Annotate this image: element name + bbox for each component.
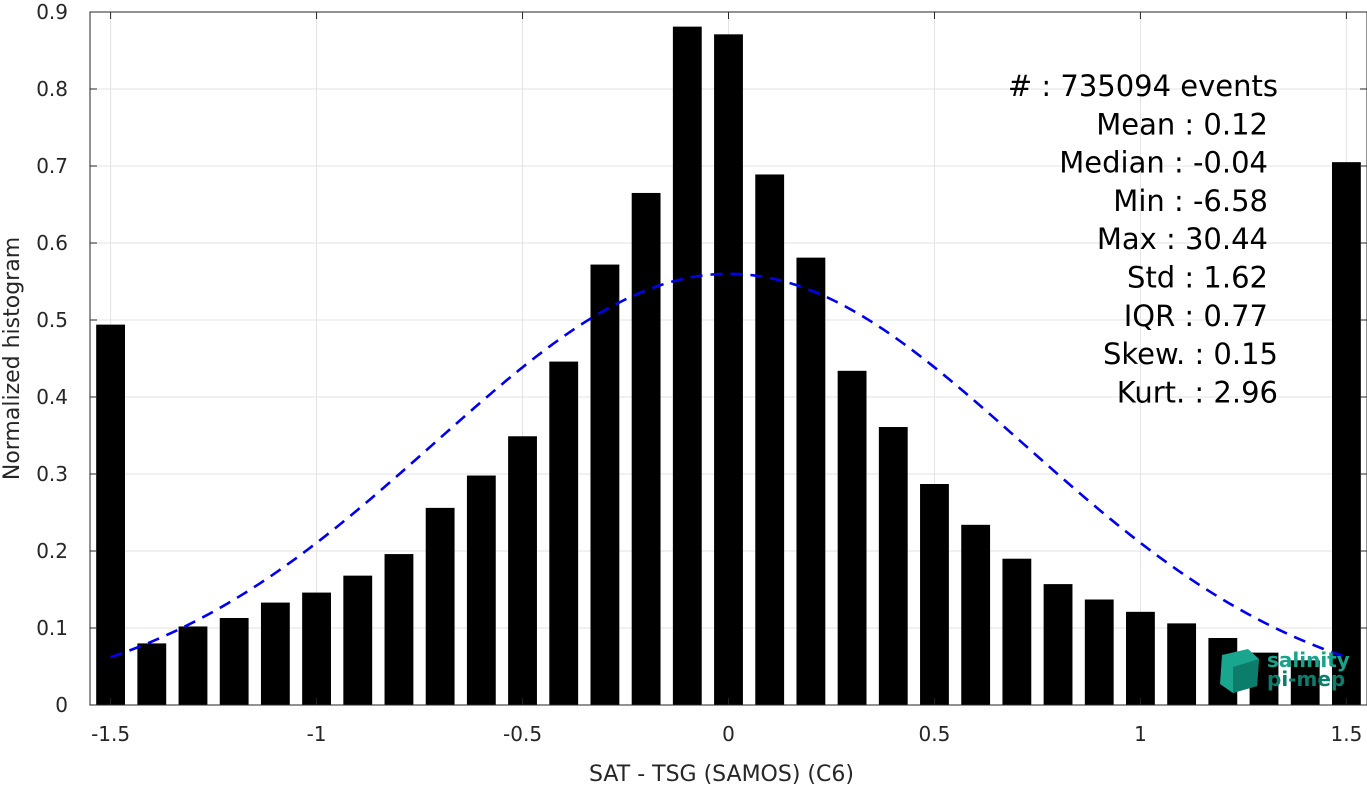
x-tick-label: -0.5 xyxy=(503,722,542,746)
histogram-bar xyxy=(590,264,620,705)
histogram-bars xyxy=(96,26,1361,706)
y-tick-label: 0.9 xyxy=(36,0,68,24)
histogram-bar xyxy=(178,626,208,705)
stat-line: # : 735094 events xyxy=(1008,69,1278,103)
y-tick-label: 0.8 xyxy=(36,77,68,101)
stat-line: Min : -6.58 xyxy=(1113,184,1268,218)
histogram-bar xyxy=(343,575,373,705)
histogram-bar xyxy=(1084,599,1114,705)
logo-text-pimep: pi-mep xyxy=(1267,667,1345,691)
y-tick-label: 0.3 xyxy=(36,462,68,486)
histogram-bar xyxy=(755,174,785,706)
stat-line: Max : 30.44 xyxy=(1097,222,1268,256)
x-tick-label: 0.5 xyxy=(919,722,951,746)
histogram-bar xyxy=(961,524,991,705)
y-tick-label: 0.6 xyxy=(36,231,68,255)
stat-line: IQR : 0.77 xyxy=(1124,299,1268,333)
x-tick-label: -1.5 xyxy=(91,722,130,746)
x-tick-label: 0 xyxy=(722,722,735,746)
y-tick-label: 0.4 xyxy=(36,385,68,409)
histogram-bar xyxy=(508,436,537,705)
x-tick-label: -1 xyxy=(307,722,327,746)
histogram-bar xyxy=(1126,611,1155,705)
x-tick-label: 1 xyxy=(1134,722,1147,746)
histogram-bar xyxy=(302,592,331,705)
histogram-bar xyxy=(549,361,579,705)
stat-line: Median : -0.04 xyxy=(1059,146,1268,180)
histogram-bar xyxy=(466,475,496,705)
x-axis-ticks: -1.5 -1 -0.5 0 0.5 1 1.5 xyxy=(91,12,1362,746)
histogram-bar xyxy=(96,324,126,705)
y-axis-label: Normalized histogram xyxy=(0,237,25,480)
y-tick-label: 0.1 xyxy=(36,616,68,640)
statistics-box: # : 735094 events Mean : 0.12 Median : -0.… xyxy=(1008,69,1278,409)
histogram-bar xyxy=(1002,558,1032,705)
histogram-bar xyxy=(137,643,167,705)
histogram-bar xyxy=(425,507,455,705)
histogram-bar xyxy=(920,484,949,705)
stat-line: Skew. : 0.15 xyxy=(1103,337,1278,371)
y-tick-label: 0.5 xyxy=(36,308,68,332)
y-tick-label: 0 xyxy=(55,693,68,717)
y-tick-label: 0.7 xyxy=(36,154,68,178)
x-tick-label: 1.5 xyxy=(1330,722,1362,746)
stat-line: Mean : 0.12 xyxy=(1096,107,1268,141)
stat-line: Kurt. : 2.96 xyxy=(1117,375,1278,409)
y-axis-ticks: 0 0.1 0.2 0.3 0.4 0.5 0.6 0.7 0.8 0.9 xyxy=(36,0,1367,717)
histogram-bar xyxy=(672,26,702,705)
histogram-bar xyxy=(837,370,867,705)
histogram-bar xyxy=(219,617,249,705)
histogram-bar xyxy=(260,602,290,705)
histogram-bar xyxy=(384,554,414,705)
logo-text-salinity: salinity xyxy=(1267,648,1350,672)
histogram-bar xyxy=(1331,162,1361,705)
logo-cube-shade xyxy=(1233,659,1259,693)
histogram-bar xyxy=(1290,660,1320,705)
histogram-bar xyxy=(878,427,908,705)
histogram-bar xyxy=(714,34,743,705)
y-tick-label: 0.2 xyxy=(36,539,68,563)
x-axis-label: SAT - TSG (SAMOS) (C6) xyxy=(589,762,854,785)
histogram-bar xyxy=(1167,623,1197,705)
histogram-bar xyxy=(1043,584,1073,705)
stat-line: Std : 1.62 xyxy=(1127,261,1268,295)
salinity-pimep-logo: salinity pi-mep xyxy=(1220,648,1350,693)
histogram-bar xyxy=(796,257,826,705)
histogram-bar xyxy=(631,192,661,705)
